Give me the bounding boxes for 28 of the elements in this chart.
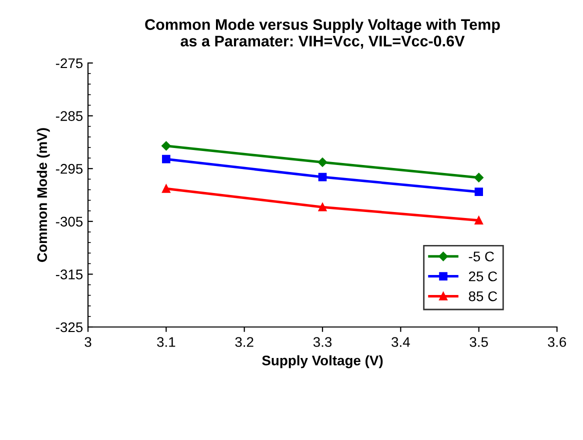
x-tick-label: 3.6	[548, 337, 566, 347]
y-tick-label: -295	[56, 164, 83, 174]
x-tick-label: 3.3	[313, 337, 332, 347]
x-tick-label: 3.4	[392, 337, 410, 347]
point	[318, 202, 327, 212]
x-tick-label: 3.2	[235, 337, 254, 347]
point	[162, 184, 170, 193]
y-tick-label: -325	[56, 322, 83, 332]
point	[318, 172, 327, 182]
point	[474, 188, 483, 196]
point	[474, 216, 483, 225]
point	[162, 154, 170, 164]
point	[162, 141, 171, 151]
y-tick-label: -315	[56, 270, 83, 280]
point	[474, 172, 484, 182]
y-tick-label: -305	[56, 216, 83, 227]
y-axis-title: Common Mode (mV)	[36, 128, 50, 262]
legend-label: 25 C	[468, 271, 498, 282]
chart-title: Common Mode versus Supply Voltage with Temp as a Paramater: VIH=Vcc, VIL=Vcc-0.6V	[145, 18, 500, 49]
point	[318, 158, 328, 167]
legend-label: 85 C	[468, 291, 498, 302]
x-axis-title: Supply Voltage (V)	[262, 355, 383, 368]
y-tick-label: -275	[56, 58, 83, 68]
legend-label: -5 C	[468, 252, 494, 262]
y-tick-label: -285	[56, 111, 83, 121]
x-tick-label: 3.5	[470, 337, 488, 347]
x-tick-label: 3	[84, 337, 92, 347]
x-tick-label: 3.1	[157, 337, 176, 347]
